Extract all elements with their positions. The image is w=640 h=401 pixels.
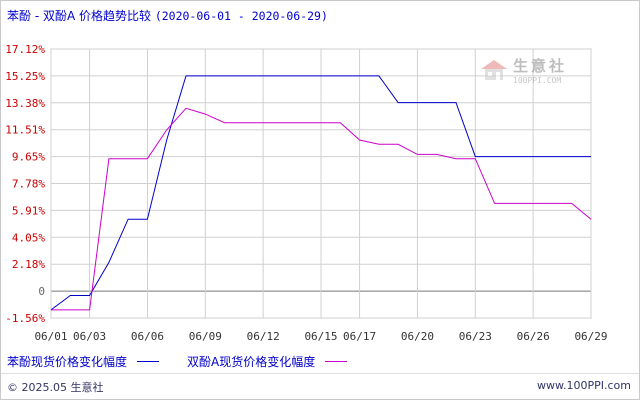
- y-tick-label: 4.05%: [12, 231, 45, 244]
- legend-swatch-series-1: [137, 361, 160, 362]
- house-logo-icon: [481, 60, 507, 80]
- x-tick-label: 06/20: [401, 330, 434, 343]
- x-tick-label: 06/06: [131, 330, 164, 343]
- y-tick-label: 7.78%: [12, 178, 45, 191]
- grid: [50, 48, 592, 319]
- y-tick-label: 9.65%: [12, 151, 45, 164]
- watermark-name: 生意社: [513, 57, 568, 75]
- legend-item-series-2: 双酚A现货价格变化幅度: [187, 353, 348, 370]
- x-tick-label: 06/09: [189, 330, 222, 343]
- footer-copyright: © 2025.05 生意社: [7, 381, 104, 394]
- chart-title: 苯酚 - 双酚A 价格趋势比较 (2020-06-01 - 2020-06-29…: [7, 7, 328, 24]
- series-line-2: [51, 107, 592, 311]
- series-layer: [50, 75, 592, 311]
- y-tick-label: 11.51%: [5, 124, 45, 137]
- x-tick-label: 06/17: [343, 330, 376, 343]
- x-tick-label: 06/12: [247, 330, 280, 343]
- y-tick-label: 0: [38, 285, 45, 298]
- y-tick-label: 5.91%: [12, 204, 45, 217]
- y-tick-label: 17.12%: [5, 43, 45, 56]
- x-tick-label: 06/26: [517, 330, 550, 343]
- legend-label-series-1: 苯酚现货价格变化幅度: [7, 355, 128, 369]
- y-tick-label: 2.18%: [12, 258, 45, 271]
- legend: 苯酚现货价格变化幅度 双酚A现货价格变化幅度: [7, 353, 375, 370]
- axis-labels: 17.12% 15.25% 13.38% 11.51% 9.65% 7.78% 5.91% 4…: [5, 43, 607, 343]
- x-tick-label: 06/03: [73, 330, 106, 343]
- y-tick-label: -1.56%: [5, 312, 45, 325]
- watermark-logo: 生意社 100PPI.COM: [479, 55, 567, 85]
- y-tick-label: 13.38%: [5, 97, 45, 110]
- chart-title-main: 苯酚 - 双酚A 价格趋势比较: [7, 9, 151, 23]
- chart-title-range: (2020-06-01 - 2020-06-29): [154, 9, 328, 23]
- x-tick-label: 06/15: [304, 330, 337, 343]
- footer-url-link[interactable]: www.100PPI.com: [537, 379, 631, 392]
- watermark-url: 100PPI.COM: [513, 76, 562, 85]
- x-tick-label: 06/01: [34, 330, 67, 343]
- legend-item-series-1: 苯酚现货价格变化幅度: [7, 353, 160, 370]
- footer-divider: [1, 373, 639, 374]
- x-tick-label: 06/23: [459, 330, 492, 343]
- x-tick-label: 06/29: [574, 330, 607, 343]
- legend-swatch-series-2: [325, 361, 348, 362]
- legend-label-series-2: 双酚A现货价格变化幅度: [187, 355, 316, 369]
- series-line-1: [50, 75, 591, 311]
- y-tick-label: 15.25%: [5, 70, 45, 83]
